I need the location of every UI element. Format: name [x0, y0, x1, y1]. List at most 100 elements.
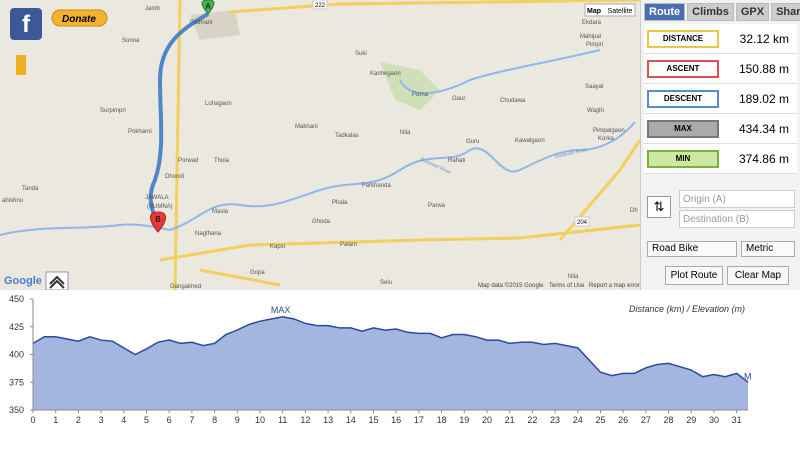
place-label: JAWALA: [145, 195, 169, 201]
terms-link[interactable]: Terms of Use: [549, 283, 585, 289]
map-attribution: Map data ©2015 Google: [478, 282, 544, 289]
axis-label: Distance (km) / Elevation (m): [629, 304, 745, 314]
place-label: Nila: [568, 274, 579, 280]
y-tick-label: 400: [9, 350, 24, 360]
x-tick-label: 25: [595, 415, 605, 425]
road-number: 222: [315, 3, 326, 9]
place-label: Kanhegaon: [370, 71, 401, 77]
stats: DISTANCE 32.12 km ASCENT 150.88 m DESCENT 189…: [641, 24, 800, 174]
place-label: Gangakhed: [170, 284, 201, 290]
x-tick-label: 22: [527, 415, 537, 425]
stat-value: 374.86 m: [738, 151, 789, 166]
stat-value: 32.12 km: [739, 31, 789, 46]
map-type-satellite[interactable]: Satellite: [608, 8, 633, 15]
map-type[interactable]: [584, 3, 636, 17]
place-label: Masla: [212, 209, 229, 215]
report-link[interactable]: Report a map error: [589, 283, 640, 289]
x-tick-label: 12: [300, 415, 310, 425]
annotation: MAX: [271, 305, 291, 315]
clear-map-button[interactable]: Clear Map: [727, 266, 789, 285]
route: [148, 12, 209, 229]
x-tick-label: 0: [30, 415, 35, 425]
units-select[interactable]: Metric: [741, 241, 795, 257]
x-tick-label: 16: [391, 415, 401, 425]
x-tick-label: 17: [414, 415, 424, 425]
x-tick-label: 3: [99, 415, 104, 425]
annotation: M: [744, 371, 752, 381]
place-label: Pimpalgaon: [593, 128, 625, 134]
tabs: RouteClimbsGPXShare: [641, 0, 800, 24]
place-label: Palam: [340, 242, 357, 248]
place-label: Farkhanda: [362, 183, 391, 189]
place-label: Pathrani: [190, 20, 212, 26]
x-tick-label: 23: [550, 415, 560, 425]
place-label: Pokharni: [128, 129, 152, 135]
x-tick-label: 4: [121, 415, 126, 425]
stat-row: DISTANCE 32.12 km: [644, 24, 797, 54]
google-logo: Google: [4, 275, 42, 287]
area: [33, 316, 748, 410]
y-tick-label: 450: [9, 294, 24, 304]
x-tick-label: 29: [686, 415, 696, 425]
x-tick-label: 31: [732, 415, 742, 425]
place-label: Makhani: [295, 124, 318, 130]
place-label: Ekdara: [582, 20, 602, 26]
y-tick-label: 425: [9, 322, 24, 332]
x-tick-label: 30: [709, 415, 719, 425]
x-tick-label: 18: [437, 415, 447, 425]
facebook-icon: f: [22, 11, 31, 38]
place-label: Selu: [380, 280, 392, 286]
stat-label: MIN: [647, 149, 719, 168]
x-tick-label: 27: [641, 415, 651, 425]
tab[interactable]: Climbs: [687, 3, 734, 21]
map-type-map[interactable]: Map: [587, 8, 601, 15]
place-label: Rahati: [448, 158, 465, 164]
tab[interactable]: Route: [644, 3, 686, 21]
place-label: Porwad: [178, 158, 198, 164]
road-shield: [312, 0, 328, 10]
x-tick-label: 13: [323, 415, 333, 425]
y-tick-label: 350: [9, 405, 24, 415]
x-tick-label: 1: [53, 415, 58, 425]
x-tick-label: 26: [618, 415, 628, 425]
donate-button[interactable]: [51, 9, 108, 27]
pegman[interactable]: [16, 55, 26, 75]
stat-value: 150.88 m: [738, 61, 789, 76]
place-label: Ghoda: [312, 219, 331, 225]
place-label: Dh: [630, 208, 638, 214]
place-label: Thoia: [214, 158, 230, 164]
plot-route-button[interactable]: Plot Route: [665, 266, 723, 285]
place-label: Tanda: [22, 186, 39, 192]
town: [380, 62, 440, 110]
map-bg: [0, 0, 640, 290]
stat-label: ASCENT: [647, 59, 719, 78]
line: [32, 315, 749, 383]
facebook-button[interactable]: [10, 8, 42, 40]
place-label: Gopa: [250, 270, 265, 276]
bike-select[interactable]: Road Bike: [647, 241, 737, 257]
x-tick-label: 6: [167, 415, 172, 425]
origin-input[interactable]: Origin (A): [679, 190, 795, 208]
x-tick-label: 28: [664, 415, 674, 425]
stat-label: DISTANCE: [647, 29, 719, 48]
marker-b[interactable]: [150, 211, 166, 233]
swap-button[interactable]: ⇅: [647, 196, 671, 218]
x-tick-label: 10: [255, 415, 265, 425]
place-label: Mahipal: [580, 34, 601, 40]
destination-input[interactable]: Destination (B): [679, 210, 795, 228]
stat-row: MAX 434.34 m: [644, 114, 797, 144]
place-label: Purna: [412, 92, 429, 98]
tab[interactable]: GPX: [735, 3, 770, 21]
x-tick-label: 21: [505, 415, 515, 425]
collapse-icon: [49, 275, 65, 289]
place-label: Nila: [400, 130, 411, 136]
place-label: Pimpri: [586, 42, 603, 48]
marker-a[interactable]: [201, 0, 215, 15]
x-tick-label: 19: [459, 415, 469, 425]
road-number: 204: [577, 220, 588, 226]
place-labels: Jamb Pathrani Sonna Suki Kanhegaon Purna Gaur C…: [2, 6, 638, 290]
tab[interactable]: Share: [771, 3, 800, 21]
side-panel: RouteClimbsGPXShare DISTANCE 32.12 km ASCE…: [640, 0, 800, 290]
